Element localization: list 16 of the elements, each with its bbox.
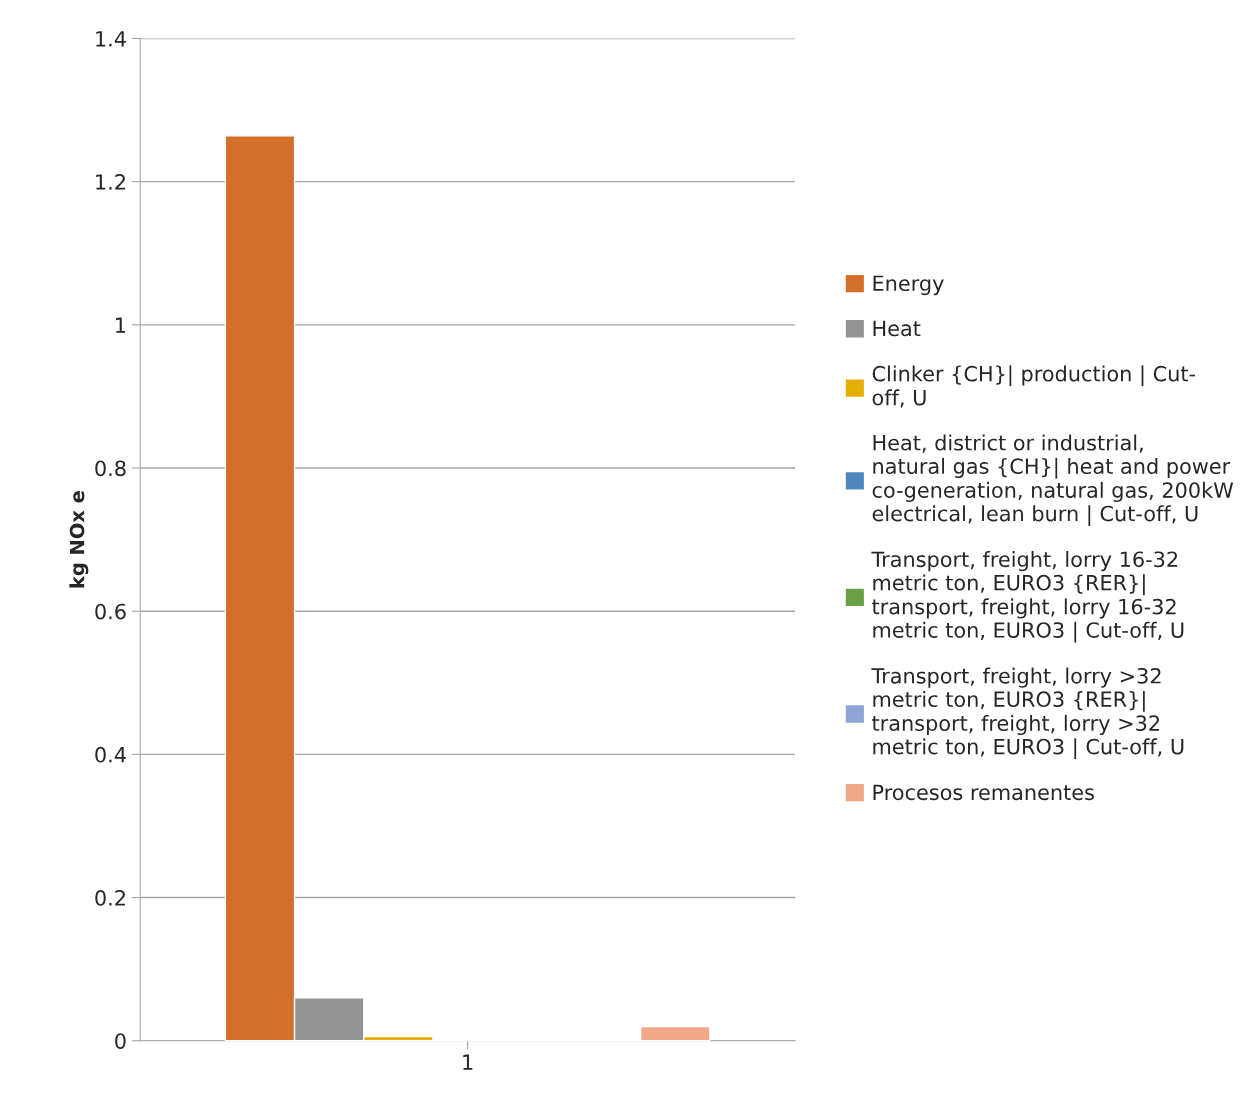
- legend-label: Heat: [873, 320, 921, 337]
- y-tick-label: 1.4: [96, 31, 126, 47]
- legend-label: Energy: [873, 275, 944, 296]
- y-tick-label: 0.4: [95, 746, 126, 763]
- legend-label: Procesos remanentes: [873, 784, 1094, 801]
- legend-label: Heat, district or industrial, natural gas {CH}| heat and power co-generation, natural gas, 200kW electrical, lean burn | Cut-off, U: [872, 434, 1234, 527]
- legend-label: Transport, freight, lorry 16-32 metric ton, EURO3 {RER}| transport, freight, lorry 16-32 metric ton, EURO3 | Cut-off, U: [871, 551, 1184, 643]
- legend-label: Clinker {CH}| production | Cut-off, U: [872, 365, 1196, 408]
- y-tick-label: 0: [115, 1033, 126, 1049]
- y-tick-label: 1: [116, 317, 126, 333]
- y-axis-title: kg NOx e: [69, 491, 89, 588]
- legend-label: Transport, freight, lorry >32 metric ton, EURO3 {RER}| transport, freight, lorry >32 metric ton, EURO3 | Cut-off, U: [871, 667, 1184, 760]
- y-tick-label: 0.6: [95, 603, 126, 620]
- y-tick-label: 1.2: [96, 174, 125, 190]
- y-tick-label: 0.2: [95, 890, 125, 906]
- y-tick-label: 0.8: [95, 460, 126, 477]
